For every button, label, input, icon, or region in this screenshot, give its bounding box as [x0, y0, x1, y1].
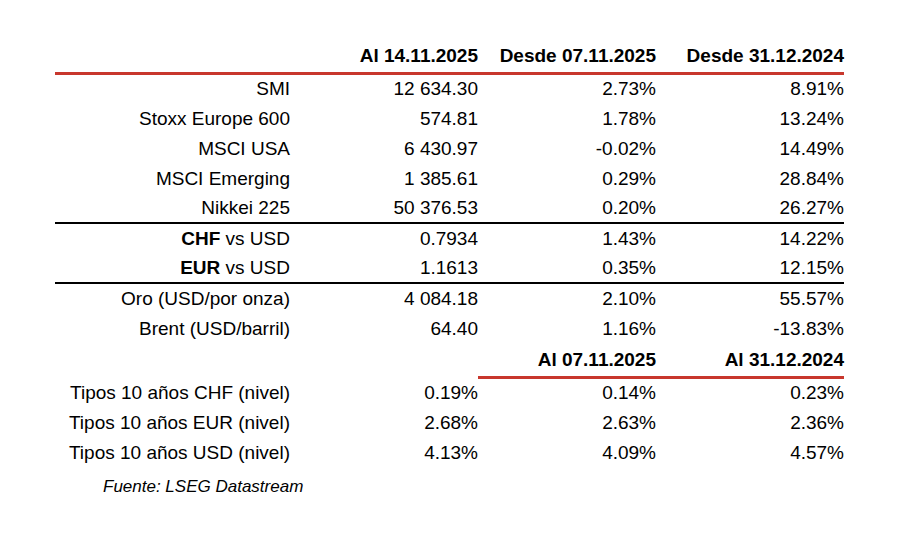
row-label: Oro (USD/por onza): [55, 283, 290, 313]
row-smi: SMI 12 634.30 2.73% 8.91%: [55, 73, 844, 103]
value-level: 1.1613: [290, 253, 478, 283]
value-change-ytd: 14.22%: [656, 223, 844, 253]
row-label: EUR vs USD: [55, 253, 290, 283]
value-change-week: 1.43%: [478, 223, 656, 253]
rates-table: Al 07.11.2025 Al 31.12.2024 Tipos 10 año…: [55, 345, 844, 467]
market-summary-sheet: Al 14.11.2025 Desde 07.11.2025 Desde 31.…: [55, 45, 844, 497]
header-empty-cell: [290, 345, 478, 377]
row-label: MSCI Emerging: [55, 163, 290, 193]
row-label: Brent (USD/barril): [55, 313, 290, 343]
row-label: SMI: [55, 73, 290, 103]
currency-code: EUR: [180, 257, 220, 278]
value-level: 4 084.18: [290, 283, 478, 313]
header-desde-31-12-2024: Desde 31.12.2024: [656, 45, 844, 73]
row-tipos-10y-usd: Tipos 10 años USD (nivel) 4.13% 4.09% 4.…: [55, 437, 844, 467]
row-chf-vs-usd: CHF vs USD 0.7934 1.43% 14.22%: [55, 223, 844, 253]
value-change-ytd: 28.84%: [656, 163, 844, 193]
header-al-07-11-2025: Al 07.11.2025: [478, 345, 656, 377]
row-label: Nikkei 225: [55, 193, 290, 223]
currency-code: CHF: [181, 228, 220, 249]
value-prev-week: 2.63%: [478, 407, 656, 437]
value-level: 574.81: [290, 103, 478, 133]
row-brent: Brent (USD/barril) 64.40 1.16% -13.83%: [55, 313, 844, 343]
value-level: 1 385.61: [290, 163, 478, 193]
value-level: 0.7934: [290, 223, 478, 253]
row-tipos-10y-eur: Tipos 10 años EUR (nivel) 2.68% 2.63% 2.…: [55, 407, 844, 437]
source-note: Fuente: LSEG Datastream: [55, 477, 844, 497]
row-nikkei-225: Nikkei 225 50 376.53 0.20% 26.27%: [55, 193, 844, 223]
value-prev-week: 0.14%: [478, 377, 656, 407]
value-change-week: 2.73%: [478, 73, 656, 103]
row-stoxx-europe-600: Stoxx Europe 600 574.81 1.78% 13.24%: [55, 103, 844, 133]
value-change-week: 0.20%: [478, 193, 656, 223]
header-desde-07-11-2025: Desde 07.11.2025: [478, 45, 656, 73]
row-label: Tipos 10 años CHF (nivel): [55, 377, 290, 407]
markets-table: Al 14.11.2025 Desde 07.11.2025 Desde 31.…: [55, 45, 844, 343]
value-level: 6 430.97: [290, 133, 478, 163]
header-empty-cell: [55, 45, 290, 73]
row-label: CHF vs USD: [55, 223, 290, 253]
value-change-ytd: 13.24%: [656, 103, 844, 133]
row-msci-emerging: MSCI Emerging 1 385.61 0.29% 28.84%: [55, 163, 844, 193]
value-change-week: 0.35%: [478, 253, 656, 283]
currency-suffix: vs USD: [220, 228, 290, 249]
value-change-week: -0.02%: [478, 133, 656, 163]
value-change-ytd: -13.83%: [656, 313, 844, 343]
header-al-31-12-2024: Al 31.12.2024: [656, 345, 844, 377]
value-change-week: 1.16%: [478, 313, 656, 343]
row-label: MSCI USA: [55, 133, 290, 163]
value-change-week: 1.78%: [478, 103, 656, 133]
value-change-week: 2.10%: [478, 283, 656, 313]
row-label: Tipos 10 años USD (nivel): [55, 437, 290, 467]
value-current: 4.13%: [290, 437, 478, 467]
row-msci-usa: MSCI USA 6 430.97 -0.02% 14.49%: [55, 133, 844, 163]
value-prev-year-end: 0.23%: [656, 377, 844, 407]
value-level: 12 634.30: [290, 73, 478, 103]
row-eur-vs-usd: EUR vs USD 1.1613 0.35% 12.15%: [55, 253, 844, 283]
value-change-ytd: 12.15%: [656, 253, 844, 283]
row-label: Stoxx Europe 600: [55, 103, 290, 133]
header-empty-cell: [55, 345, 290, 377]
markets-header-row: Al 14.11.2025 Desde 07.11.2025 Desde 31.…: [55, 45, 844, 73]
header-al-14-11-2025: Al 14.11.2025: [290, 45, 478, 73]
value-prev-year-end: 2.36%: [656, 407, 844, 437]
value-prev-year-end: 4.57%: [656, 437, 844, 467]
row-tipos-10y-chf: Tipos 10 años CHF (nivel) 0.19% 0.14% 0.…: [55, 377, 844, 407]
value-change-ytd: 14.49%: [656, 133, 844, 163]
currency-suffix: vs USD: [220, 257, 290, 278]
value-current: 0.19%: [290, 377, 478, 407]
value-change-ytd: 26.27%: [656, 193, 844, 223]
rates-header-row: Al 07.11.2025 Al 31.12.2024: [55, 345, 844, 377]
value-level: 64.40: [290, 313, 478, 343]
value-prev-week: 4.09%: [478, 437, 656, 467]
value-change-ytd: 55.57%: [656, 283, 844, 313]
value-current: 2.68%: [290, 407, 478, 437]
value-change-ytd: 8.91%: [656, 73, 844, 103]
row-label: Tipos 10 años EUR (nivel): [55, 407, 290, 437]
row-oro: Oro (USD/por onza) 4 084.18 2.10% 55.57%: [55, 283, 844, 313]
value-level: 50 376.53: [290, 193, 478, 223]
value-change-week: 0.29%: [478, 163, 656, 193]
